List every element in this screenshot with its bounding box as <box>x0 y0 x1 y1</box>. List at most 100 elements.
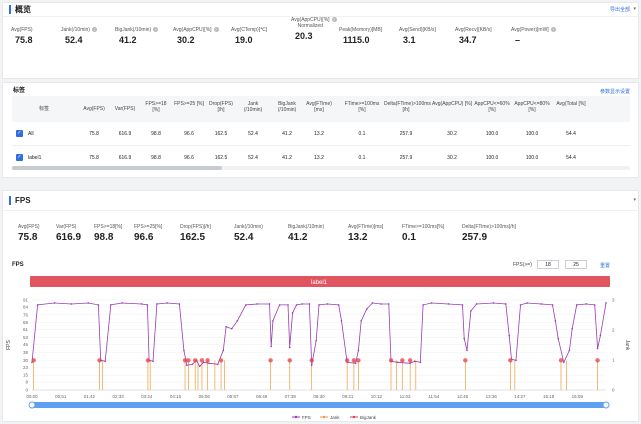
x-tick-label: 01:42 <box>84 394 96 399</box>
metric-value: 34.7 <box>459 35 477 45</box>
metric-label: Avg(Send)[KB/s] <box>399 27 436 33</box>
legend-label[interactable]: FPS <box>302 415 311 420</box>
zoom-handle-left[interactable] <box>28 401 36 409</box>
table-cell: 75.8 <box>89 155 99 161</box>
y-right-tick-label: 1 <box>612 358 615 363</box>
help-icon[interactable]: ? <box>550 27 556 32</box>
column-header[interactable]: Var(FPS) <box>114 106 136 112</box>
overview-metric: BigJank(/10min)? 41.2 <box>115 27 159 45</box>
fps-metric-label: Avg(FTime)[ms] <box>348 224 384 230</box>
threshold-input-1[interactable]: 18 <box>537 260 559 269</box>
column-header[interactable]: Jank (/10min) <box>243 101 263 113</box>
column-header[interactable]: FPS>=25 [%] <box>174 101 204 107</box>
column-header[interactable]: Avg(Total [%] <box>556 101 586 107</box>
table-cell: 41.2 <box>282 155 292 161</box>
y-tick-label: 53 <box>23 335 29 340</box>
metric-value: 19.0 <box>235 35 253 45</box>
column-header[interactable]: FPS>=18 [%] <box>145 101 167 113</box>
fps-point <box>295 304 298 306</box>
help-icon[interactable]: ? <box>213 27 219 32</box>
reset-link[interactable]: 重置 <box>600 263 611 269</box>
help-icon[interactable]: ? <box>153 27 159 32</box>
y-tick-label: 15 <box>23 373 29 378</box>
fps-point <box>396 361 399 364</box>
table-cell: 100.0 <box>485 131 499 137</box>
y-right-tick-label: 2 <box>612 328 615 333</box>
column-header[interactable]: FTime>=100ms [%] <box>344 101 380 113</box>
fps-point <box>272 319 274 322</box>
fps-point <box>198 365 201 368</box>
x-tick-label: 13:36 <box>486 394 498 399</box>
bigjank-marker <box>97 358 102 363</box>
table-cell: 616.9 <box>118 131 132 137</box>
fps-collapse-icon[interactable]: ▾ <box>633 197 636 203</box>
fps-point <box>562 361 565 364</box>
overview-title: 概览 <box>9 5 31 14</box>
table-cell: 0.1 <box>358 155 366 161</box>
fps-point <box>326 303 329 305</box>
fps-point <box>225 325 227 328</box>
fps-metric: Jank(/10min) 52.4 <box>234 224 263 243</box>
column-header[interactable]: AppCPU<=80% [%] <box>514 101 550 113</box>
help-icon[interactable]: ? <box>91 27 97 32</box>
legend-marker <box>352 415 356 419</box>
overview-metric: Avg(AppCPU)[%]? 30.2 <box>173 27 219 45</box>
threshold-input-2[interactable]: 25 <box>565 260 587 269</box>
column-header[interactable]: 标签 <box>38 106 49 112</box>
column-header[interactable]: Drop(FPS) [/h] <box>209 101 233 113</box>
collapse-icon[interactable]: ▾ <box>633 6 636 12</box>
fps-point <box>236 319 239 322</box>
fps-point <box>310 364 313 367</box>
fps-metric: Delta(FTime)>100ms[/h] 257.9 <box>462 224 516 243</box>
x-tick-label: 04:15 <box>170 394 182 399</box>
help-icon[interactable]: ? <box>331 17 337 22</box>
fps-point <box>540 303 543 305</box>
zoom-handle-right[interactable] <box>602 401 610 409</box>
fps-point <box>287 304 289 306</box>
table-cell: 98.8 <box>151 155 161 161</box>
metric-label: Jank(/10min) <box>61 27 90 33</box>
column-header[interactable]: AppCPU<=60% [%] <box>474 101 510 113</box>
fps-point <box>216 363 219 366</box>
fps-metric-label: FTime>=100ms[%] <box>402 224 445 230</box>
x-tick-label: 00:51 <box>55 394 67 399</box>
row-tag-name: label1 <box>28 155 42 161</box>
x-tick-label: 11:54 <box>428 394 439 399</box>
column-header[interactable]: Avg(FTime) [ms] <box>306 101 332 113</box>
table-horizontal-scrollbar[interactable] <box>12 166 630 170</box>
column-header[interactable]: Delta(FTime)>100ms [/h] <box>384 101 431 113</box>
metric-label: Peak(Memory)[MB] <box>339 27 383 33</box>
fps-point <box>554 319 557 322</box>
column-header[interactable]: Avg(FPS) <box>83 106 105 112</box>
fps-point <box>470 310 472 312</box>
y-tick-label: 46 <box>23 342 29 347</box>
fps-metric-value: 96.6 <box>134 232 154 243</box>
label-band[interactable] <box>30 276 610 287</box>
zoom-slider-track[interactable] <box>32 402 606 408</box>
fps-point <box>53 302 56 304</box>
metric-label: Avg(FPS) <box>11 27 33 33</box>
column-header[interactable]: BigJank (/10min) <box>277 101 297 113</box>
fps-metric: FTime>=100ms[%] 0.1 <box>402 224 444 243</box>
row-checkbox[interactable]: ✓ <box>16 130 23 137</box>
legend-label[interactable]: Jank <box>330 415 340 420</box>
table-cell: 30.2 <box>447 155 457 161</box>
bigjank-marker <box>145 358 151 363</box>
table-row[interactable]: ✓ All 75.8 616.9 98.8 96.6 162.5 52.4 41.2 13.2 0.… <box>12 122 630 146</box>
x-tick-label: 02:33 <box>112 394 124 399</box>
legend-label[interactable]: BigJank <box>360 415 377 420</box>
table-cell: 96.6 <box>184 155 194 161</box>
fps-point <box>178 303 181 305</box>
scrollbar-thumb[interactable] <box>12 166 222 170</box>
fps-metric-label: FPS>=18[%] <box>94 224 123 230</box>
bigjank-marker <box>309 358 314 363</box>
fps-point <box>593 304 596 306</box>
bigjank-marker <box>192 358 198 363</box>
export-all-link[interactable]: 导出全部 <box>609 7 630 13</box>
column-header[interactable]: Avg(AppCPU) [%] <box>432 101 472 107</box>
metric-label: Avg(AppCPU)[%] <box>173 27 212 33</box>
param-settings-link[interactable]: 参数显示设置 <box>599 89 630 95</box>
fps-point <box>256 303 258 305</box>
row-checkbox[interactable]: ✓ <box>16 154 23 161</box>
metric-value: 3.1 <box>403 35 416 45</box>
